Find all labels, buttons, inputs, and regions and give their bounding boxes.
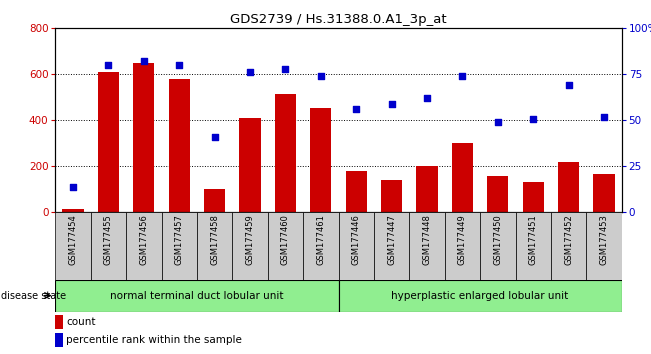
Text: GSM177457: GSM177457 bbox=[174, 215, 184, 265]
Bar bbox=[161, 212, 197, 280]
Bar bbox=[558, 162, 579, 212]
Text: GSM177456: GSM177456 bbox=[139, 215, 148, 265]
Bar bbox=[197, 212, 232, 280]
Text: GSM177447: GSM177447 bbox=[387, 215, 396, 265]
Bar bbox=[204, 189, 225, 212]
Bar bbox=[310, 108, 331, 212]
Point bbox=[387, 101, 397, 107]
Point bbox=[174, 62, 184, 68]
Text: GSM177451: GSM177451 bbox=[529, 215, 538, 265]
Point bbox=[68, 184, 78, 189]
Bar bbox=[55, 212, 90, 280]
Text: hyperplastic enlarged lobular unit: hyperplastic enlarged lobular unit bbox=[391, 291, 569, 301]
Bar bbox=[90, 212, 126, 280]
Bar bbox=[487, 176, 508, 212]
Bar bbox=[169, 79, 190, 212]
Bar bbox=[587, 212, 622, 280]
Text: GSM177448: GSM177448 bbox=[422, 215, 432, 265]
Point bbox=[351, 107, 361, 112]
Point bbox=[210, 134, 220, 140]
Text: percentile rank within the sample: percentile rank within the sample bbox=[66, 335, 242, 345]
Point bbox=[422, 96, 432, 101]
Bar bbox=[346, 171, 367, 212]
Bar bbox=[55, 280, 339, 312]
Bar bbox=[381, 180, 402, 212]
Bar bbox=[62, 209, 83, 212]
Bar bbox=[55, 333, 62, 347]
Point bbox=[528, 116, 538, 121]
Point bbox=[493, 119, 503, 125]
Text: normal terminal duct lobular unit: normal terminal duct lobular unit bbox=[110, 291, 284, 301]
Point bbox=[316, 73, 326, 79]
Text: GSM177452: GSM177452 bbox=[564, 215, 573, 265]
Point bbox=[599, 114, 609, 120]
Text: GSM177450: GSM177450 bbox=[493, 215, 503, 265]
Bar bbox=[480, 212, 516, 280]
Text: GSM177449: GSM177449 bbox=[458, 215, 467, 265]
Text: GSM177460: GSM177460 bbox=[281, 215, 290, 265]
Text: GSM177461: GSM177461 bbox=[316, 215, 326, 265]
Text: disease state: disease state bbox=[1, 291, 66, 301]
Bar bbox=[452, 143, 473, 212]
Text: GSM177455: GSM177455 bbox=[104, 215, 113, 265]
Bar bbox=[268, 212, 303, 280]
Point bbox=[104, 62, 114, 68]
Bar bbox=[445, 212, 480, 280]
Bar bbox=[240, 118, 260, 212]
Bar bbox=[275, 94, 296, 212]
Bar bbox=[339, 212, 374, 280]
Bar bbox=[551, 212, 587, 280]
Bar bbox=[98, 72, 119, 212]
Bar bbox=[374, 212, 409, 280]
Bar bbox=[409, 212, 445, 280]
Bar bbox=[523, 183, 544, 212]
Text: GSM177446: GSM177446 bbox=[352, 215, 361, 265]
Bar bbox=[133, 63, 154, 212]
Text: GSM177459: GSM177459 bbox=[245, 215, 255, 265]
Bar bbox=[55, 315, 62, 329]
Bar bbox=[417, 166, 437, 212]
Text: GSM177453: GSM177453 bbox=[600, 215, 609, 265]
Text: GSM177458: GSM177458 bbox=[210, 215, 219, 265]
Text: count: count bbox=[66, 318, 96, 327]
Bar bbox=[339, 280, 622, 312]
Point bbox=[280, 66, 290, 72]
Bar bbox=[126, 212, 161, 280]
Bar bbox=[516, 212, 551, 280]
Title: GDS2739 / Hs.31388.0.A1_3p_at: GDS2739 / Hs.31388.0.A1_3p_at bbox=[230, 13, 447, 26]
Point bbox=[563, 82, 574, 88]
Bar bbox=[232, 212, 268, 280]
Point bbox=[245, 70, 255, 75]
Bar bbox=[303, 212, 339, 280]
Point bbox=[139, 59, 149, 64]
Text: GSM177454: GSM177454 bbox=[68, 215, 77, 265]
Bar bbox=[593, 175, 615, 212]
Point bbox=[457, 73, 467, 79]
